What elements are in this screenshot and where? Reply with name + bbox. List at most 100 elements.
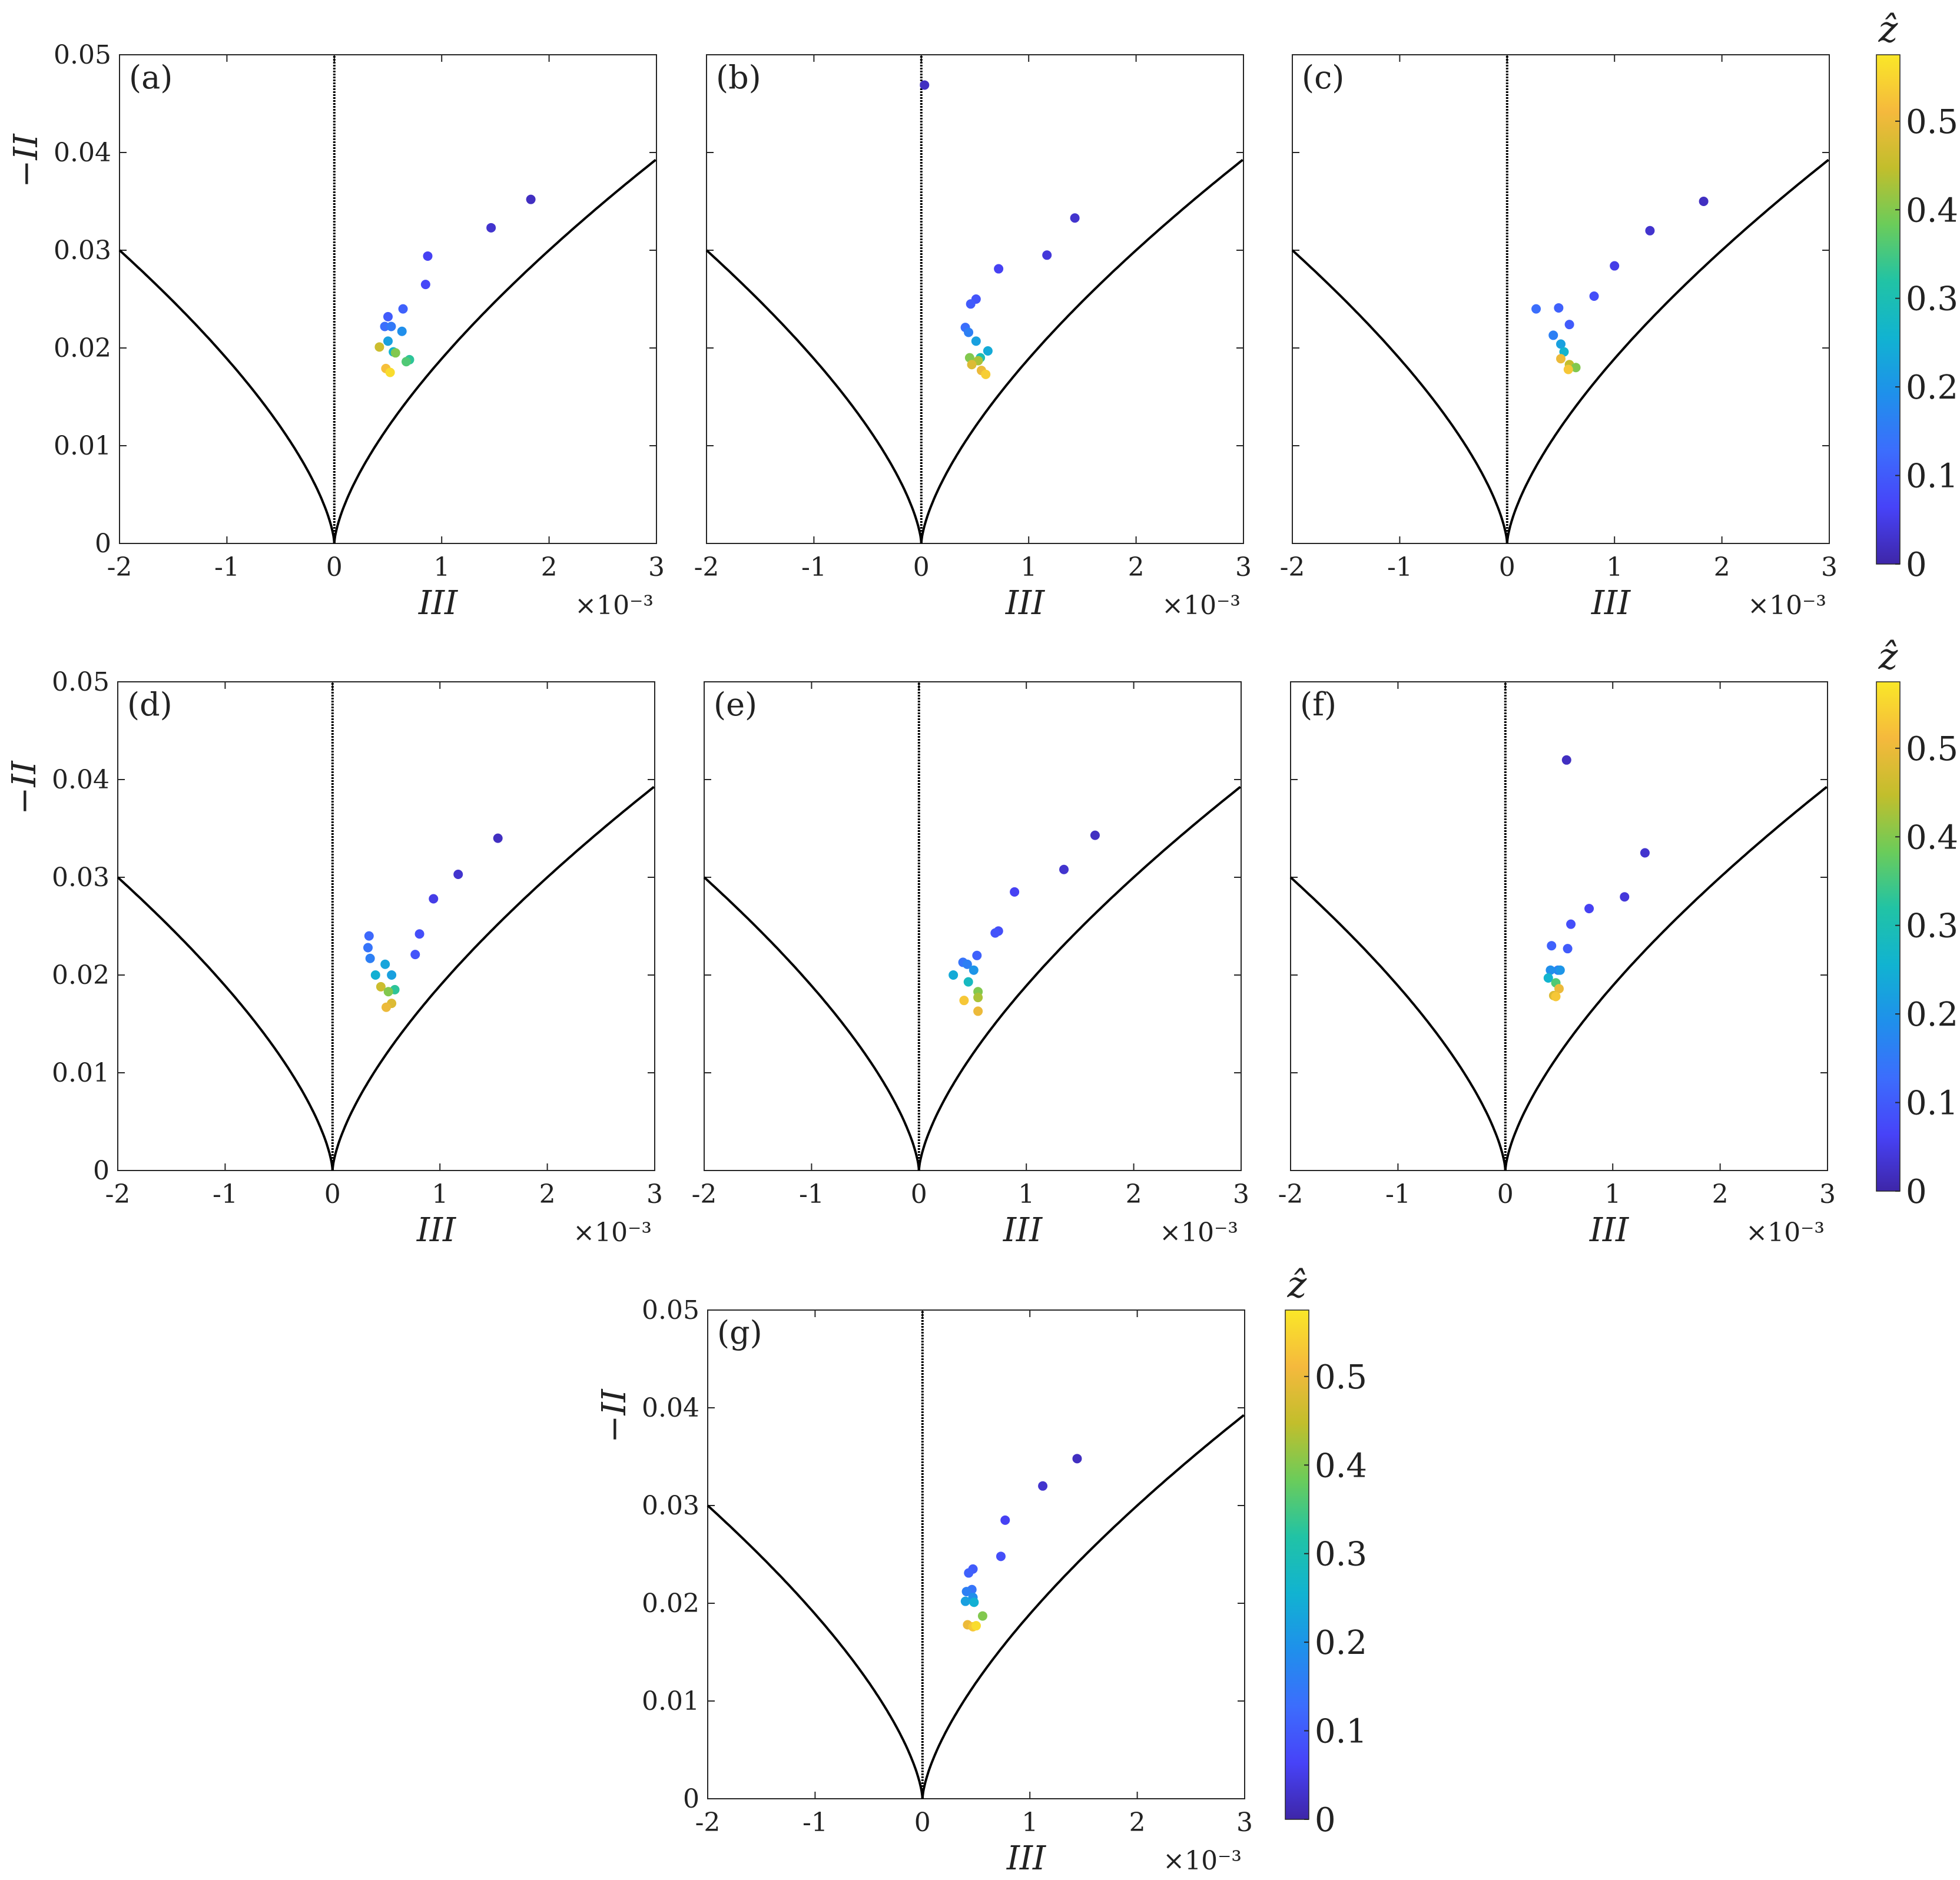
- panel-label: (f): [1300, 686, 1336, 723]
- data-point: [981, 369, 991, 379]
- data-point: [1090, 830, 1100, 840]
- x-tick-label: 3: [1235, 552, 1252, 582]
- data-point: [963, 977, 973, 987]
- x-tick-label: 2: [539, 1179, 556, 1209]
- x-axis-label: III: [1003, 1211, 1043, 1249]
- colorbar-tick-label: 0.3: [1906, 280, 1958, 319]
- data-point: [990, 928, 1000, 938]
- y-axis-label: −II: [5, 760, 44, 815]
- data-point: [420, 280, 430, 290]
- x-multiplier: ×10⁻³: [1159, 1218, 1238, 1248]
- data-point: [1554, 303, 1564, 313]
- x-tick-label: 1: [1606, 552, 1623, 582]
- boundary-curve-left: [117, 876, 334, 1171]
- panel-c: -2 -1 0 1 2 3 (c) III ×10⁻³: [1280, 54, 1838, 622]
- colorbar-tick-label: 0.4: [1906, 191, 1958, 230]
- x-axis-label: III: [416, 1211, 457, 1249]
- colorbar-tick-label: 0: [1906, 546, 1927, 584]
- boundary-curve-right: [917, 785, 1241, 1171]
- data-point: [374, 342, 384, 352]
- data-point: [977, 1611, 987, 1621]
- colorbar-tick-label: 0.2: [1315, 1624, 1367, 1662]
- data-point: [1038, 1481, 1048, 1491]
- x-tick-label: 3: [646, 1179, 663, 1209]
- boundary-curve-left: [1291, 249, 1508, 544]
- data-point: [959, 996, 969, 1006]
- data-point: [1645, 226, 1655, 236]
- colorbar-2: 0 0.1 0.2 0.3 0.4 0.5 ẑ: [1876, 635, 1958, 1211]
- data-point: [1610, 261, 1620, 271]
- y-tick-label: 0: [93, 1156, 110, 1186]
- x-tick-label: -2: [105, 1179, 131, 1209]
- data-point: [960, 1596, 970, 1606]
- x-axis-label: III: [1591, 584, 1631, 622]
- y-tick-label: 0.04: [54, 138, 111, 168]
- y-tick-label: 0.02: [52, 960, 110, 990]
- data-point: [949, 970, 959, 980]
- data-point: [961, 1587, 971, 1597]
- x-tick-label: 0: [911, 1179, 927, 1209]
- plot-frame: [1292, 54, 1830, 544]
- colorbar-label: ẑ: [1878, 8, 1898, 51]
- colorbar-tick-label: 0.1: [1906, 1085, 1958, 1123]
- data-point: [380, 321, 390, 331]
- panel-d: -2 -1 0 1 2 3 0 0.01 0.02 0.03 0.04 0.05 (d) III ×10⁻³…: [5, 667, 663, 1249]
- x-tick-label: -1: [214, 552, 240, 582]
- data-point: [370, 970, 380, 980]
- data-point: [1070, 213, 1080, 223]
- data-point: [1010, 887, 1020, 897]
- data-point: [1546, 965, 1556, 975]
- data-point: [363, 943, 373, 953]
- x-tick-label: 2: [1128, 552, 1145, 582]
- data-point: [387, 970, 397, 980]
- colorbars: 0 0.1 0.2 0.3 0.4 0.5 ẑ 0 0.1 0.2 0.3 0.4 0.5 ẑ 0 0.1 0.…: [1285, 8, 1958, 1839]
- boundary-curve-left: [703, 876, 920, 1171]
- panel-label: (e): [714, 686, 757, 723]
- x-tick-label: 2: [1129, 1808, 1146, 1838]
- x-tick-label: -1: [1387, 552, 1412, 582]
- data-point: [365, 953, 375, 963]
- data-point: [920, 80, 930, 90]
- data-point: [398, 304, 408, 314]
- x-tick-label: -1: [799, 1179, 824, 1209]
- panel-b: -2 -1 0 1 2 3 (b) III ×10⁻³: [694, 54, 1252, 622]
- y-tick-label: 0.04: [52, 765, 110, 795]
- data-point: [390, 348, 400, 358]
- x-tick-label: 0: [324, 1179, 341, 1209]
- panel-label: (a): [129, 59, 173, 96]
- data-point: [1564, 320, 1574, 330]
- y-tick-label: 0.05: [54, 40, 111, 70]
- boundary-curve-left: [705, 249, 923, 544]
- colorbar-tick-label: 0.5: [1906, 730, 1958, 768]
- x-tick-label: 1: [433, 552, 450, 582]
- data-point: [397, 326, 407, 336]
- data-point: [996, 1551, 1006, 1561]
- data-point: [423, 251, 433, 261]
- x-tick-label: 3: [1236, 1808, 1253, 1838]
- data-point: [410, 950, 420, 960]
- x-multiplier: ×10⁻³: [1162, 591, 1241, 621]
- x-tick-label: -1: [1385, 1179, 1411, 1209]
- data-point: [383, 336, 393, 346]
- panel-label: (c): [1302, 59, 1344, 96]
- data-point: [1555, 965, 1565, 975]
- colorbar-tick-label: 0.5: [1315, 1358, 1367, 1397]
- boundary-curve-right: [1504, 785, 1828, 1171]
- panel-label: (b): [716, 59, 761, 96]
- boundary-curve-right: [920, 158, 1243, 544]
- data-point: [1072, 1454, 1082, 1464]
- data-point: [414, 929, 424, 939]
- data-point: [964, 327, 974, 337]
- data-point: [1563, 364, 1573, 374]
- x-tick-label: -2: [694, 552, 719, 582]
- colorbar-tick-label: 0.1: [1906, 457, 1958, 496]
- colorbar-tick-label: 0.2: [1906, 996, 1958, 1034]
- data-point: [972, 950, 982, 960]
- y-tick-label: 0.01: [52, 1058, 110, 1088]
- x-axis-label: III: [1006, 1839, 1047, 1878]
- y-axis-label: −II: [7, 133, 45, 188]
- boundary-curve-right: [333, 158, 656, 544]
- x-tick-label: -2: [1278, 1179, 1304, 1209]
- colorbar-3: 0 0.1 0.2 0.3 0.4 0.5 ẑ: [1285, 1263, 1367, 1839]
